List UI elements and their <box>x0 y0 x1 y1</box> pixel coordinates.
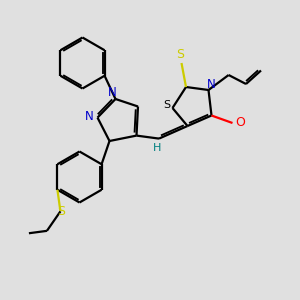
Text: S: S <box>176 48 184 61</box>
Text: S: S <box>164 100 171 110</box>
Text: H: H <box>153 142 162 153</box>
Text: S: S <box>57 205 65 218</box>
Text: N: N <box>207 78 216 91</box>
Text: N: N <box>108 86 117 99</box>
Text: N: N <box>85 110 94 124</box>
Text: O: O <box>235 116 245 130</box>
